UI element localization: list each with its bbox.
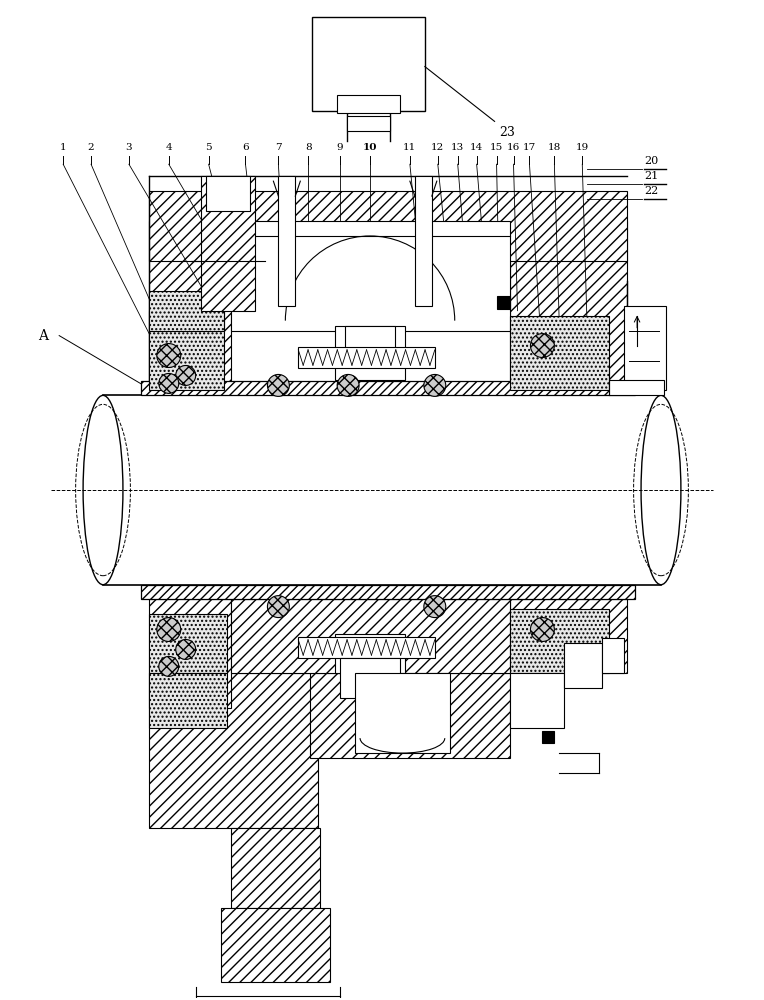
Bar [141, 585, 635, 599]
Bar [345, 326, 395, 351]
Text: 19: 19 [575, 143, 589, 152]
Bar [510, 599, 627, 673]
Text: 8: 8 [305, 143, 312, 152]
Bar [340, 658, 400, 698]
Circle shape [159, 656, 179, 676]
Text: 4: 4 [166, 143, 172, 152]
Text: A: A [38, 329, 48, 343]
Circle shape [267, 374, 290, 396]
Bar [312, 17, 425, 111]
Text: 15: 15 [490, 143, 503, 152]
Text: 9: 9 [337, 143, 344, 152]
Circle shape [157, 618, 181, 641]
Bar [542, 731, 555, 743]
Circle shape [530, 334, 555, 358]
Ellipse shape [641, 395, 681, 585]
Bar [149, 614, 227, 673]
Bar [510, 221, 627, 390]
Bar [335, 326, 405, 380]
Circle shape [159, 373, 179, 393]
Text: 18: 18 [548, 143, 561, 152]
Bar [149, 291, 224, 331]
Text: 17: 17 [523, 143, 536, 152]
Bar [103, 395, 661, 585]
Bar [602, 638, 624, 673]
Text: 22: 22 [644, 186, 659, 196]
Text: 11: 11 [403, 143, 416, 152]
Circle shape [424, 374, 445, 396]
Bar [231, 828, 320, 908]
Bar [149, 673, 319, 828]
Bar [298, 347, 435, 368]
Bar [609, 380, 664, 395]
Bar [510, 316, 609, 390]
Bar [347, 116, 390, 131]
Text: 23: 23 [500, 126, 516, 139]
Bar [221, 908, 330, 982]
Bar [510, 609, 609, 673]
Ellipse shape [83, 395, 123, 585]
Text: 2: 2 [88, 143, 95, 152]
Bar [206, 176, 251, 211]
Bar [149, 311, 224, 390]
Bar [624, 306, 666, 390]
Bar [149, 673, 227, 728]
Bar [415, 176, 432, 306]
Text: 5: 5 [206, 143, 212, 152]
Bar [335, 634, 405, 673]
Bar [298, 637, 435, 658]
Circle shape [176, 639, 196, 659]
Text: 14: 14 [470, 143, 484, 152]
Bar [337, 95, 400, 113]
Bar [497, 296, 510, 309]
Bar [141, 381, 635, 395]
Bar [278, 176, 296, 306]
Circle shape [267, 596, 290, 618]
Circle shape [337, 374, 359, 396]
Text: 13: 13 [451, 143, 465, 152]
Bar [149, 191, 627, 261]
Text: 10: 10 [363, 143, 377, 152]
Text: 7: 7 [275, 143, 282, 152]
Bar [231, 221, 510, 331]
Bar [149, 599, 231, 708]
Bar [149, 221, 231, 390]
Text: 6: 6 [242, 143, 249, 152]
Circle shape [157, 344, 181, 367]
Bar [201, 176, 255, 311]
Text: 16: 16 [507, 143, 520, 152]
Text: 20: 20 [644, 156, 659, 166]
Text: 21: 21 [644, 171, 659, 181]
Circle shape [530, 618, 555, 641]
Bar [510, 673, 565, 728]
Bar [355, 673, 450, 753]
Circle shape [176, 365, 196, 385]
Bar [310, 673, 510, 758]
Text: 3: 3 [125, 143, 132, 152]
Bar [231, 599, 510, 673]
Text: 1: 1 [60, 143, 66, 152]
Circle shape [424, 596, 445, 618]
Text: 12: 12 [431, 143, 445, 152]
Bar [565, 643, 602, 688]
